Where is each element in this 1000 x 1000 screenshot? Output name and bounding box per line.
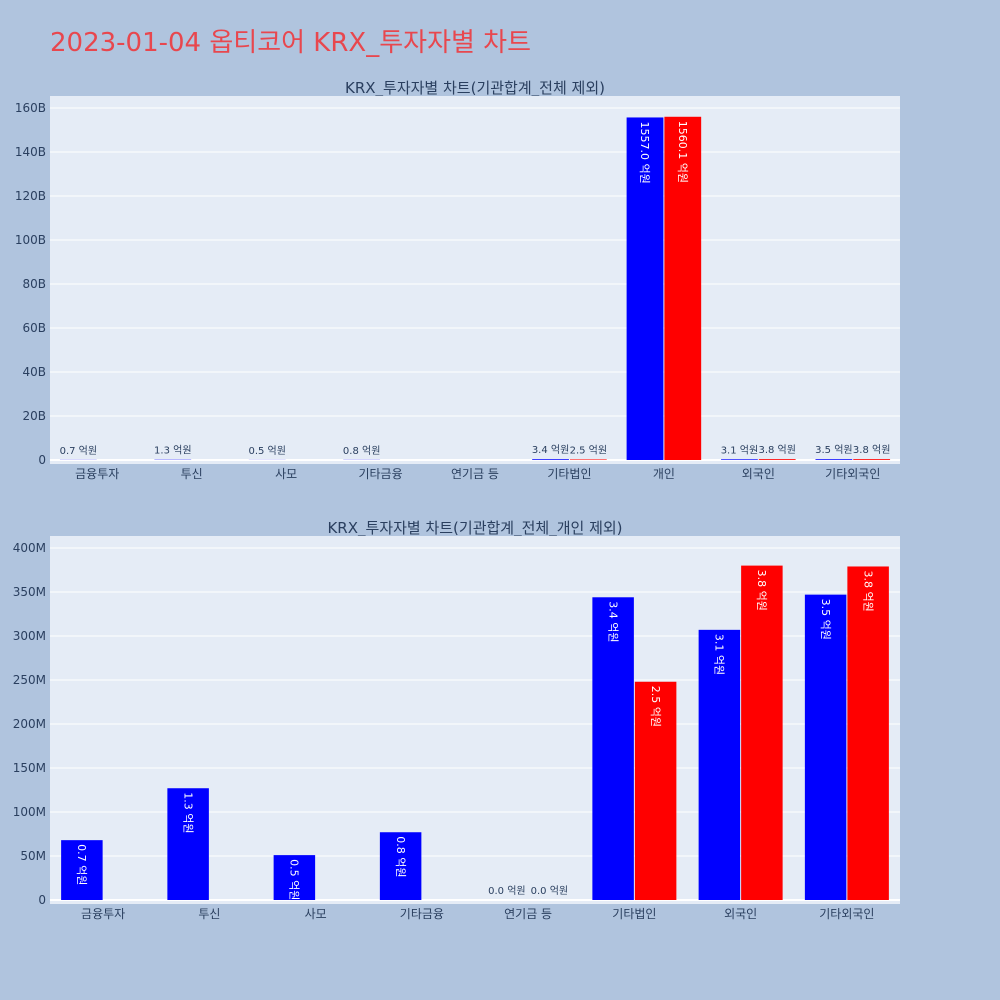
chart-1-data-label: 3.4 억원 xyxy=(532,444,569,456)
chart-1-x-tick-label: 금융투자 xyxy=(75,467,119,481)
chart-2-x-tick-label: 기타법인 xyxy=(612,907,656,921)
chart-2-data-label: 3.5 억원 xyxy=(819,599,832,640)
chart-1-data-label: 3.8 억원 xyxy=(853,444,890,456)
chart-1-x-tick-label: 외국인 xyxy=(742,467,775,481)
chart-2-y-tick-label: 100M xyxy=(13,805,46,819)
chart-2-bar xyxy=(804,594,847,900)
chart-1-y-tick-label: 160B xyxy=(15,101,46,115)
chart-2-data-label: 3.8 억원 xyxy=(755,570,768,611)
chart-1-bar xyxy=(721,459,758,460)
chart-2-y-tick-label: 0 xyxy=(38,893,46,907)
chart-2-title: KRX_투자자별 차트(기관합계_전체_개인 제외) xyxy=(327,519,622,538)
chart-2-x-tick-label: 기타금융 xyxy=(400,907,444,921)
chart-1-x-tick-label: 사모 xyxy=(275,467,297,481)
chart-2-y-tick-label: 300M xyxy=(13,629,46,643)
chart-2-data-label: 0.8 억원 xyxy=(394,836,407,877)
chart-2-data-label: 0.0 억원 xyxy=(488,885,525,897)
chart-1-x-tick-label: 기타외국인 xyxy=(825,467,880,481)
chart-1-bar xyxy=(532,459,569,460)
chart-1-x-tick-label: 투신 xyxy=(181,467,203,481)
chart-2-x-tick-label: 금융투자 xyxy=(81,907,125,921)
chart-2-data-label: 0.7 억원 xyxy=(75,844,88,885)
chart-2-y-tick-label: 200M xyxy=(13,717,46,731)
chart-2-x-tick-label: 사모 xyxy=(305,907,327,921)
chart-2-data-label: 0.5 억원 xyxy=(288,859,301,900)
chart-2-x-tick-label: 투신 xyxy=(198,907,220,921)
chart-1-bar xyxy=(853,459,891,460)
chart-2-x-tick-label: 외국인 xyxy=(724,907,757,921)
chart-1-bar xyxy=(815,459,853,460)
chart-1-y-tick-label: 80B xyxy=(22,277,46,291)
chart-2-data-label: 1.3 억원 xyxy=(181,792,194,833)
chart-1-data-label: 1560.1 억원 xyxy=(676,121,689,183)
chart-1-y-tick-label: 100B xyxy=(15,233,46,247)
chart-1-data-label: 3.1 억원 xyxy=(721,444,758,456)
chart-2-data-label: 3.4 억원 xyxy=(606,601,619,642)
chart-1-x-tick-label: 개인 xyxy=(653,467,675,481)
chart-top: KRX_투자자별 차트(기관합계_전체 제외) 0 20B 40B 60B 80B 100B… xyxy=(15,79,900,481)
chart-2-bar xyxy=(273,855,316,900)
chart-2-data-label: 3.8 억원 xyxy=(861,570,874,611)
chart-2-y-tick-label: 350M xyxy=(13,585,46,599)
chart-1-x-tick-label: 연기금 등 xyxy=(451,467,499,481)
chart-1-x-tick-label: 기타법인 xyxy=(547,467,591,481)
chart-1-x-tick-label: 기타금융 xyxy=(358,467,402,481)
chart-2-y-tick-label: 150M xyxy=(13,761,46,775)
chart-1-data-label: 3.8 억원 xyxy=(758,444,795,456)
chart-1-plot-area xyxy=(50,96,900,464)
chart-1-y-tick-label: 0 xyxy=(38,453,46,467)
chart-1-y-tick-label: 20B xyxy=(22,409,46,423)
chart-1-bar xyxy=(569,459,607,460)
chart-2-data-label: 3.1 억원 xyxy=(713,634,726,675)
chart-1-data-label: 1557.0 억원 xyxy=(638,121,651,183)
chart-2-bar xyxy=(634,681,677,900)
chart-1-bar xyxy=(758,459,796,460)
chart-2-bar xyxy=(379,832,422,900)
chart-1-bar xyxy=(664,116,702,460)
chart-2-x-tick-label: 연기금 등 xyxy=(504,907,552,921)
chart-1-data-label: 3.5 억원 xyxy=(815,444,852,456)
chart-2-y-tick-label: 400M xyxy=(13,541,46,555)
chart-1-data-label: 0.5 억원 xyxy=(248,445,285,457)
chart-2-bar xyxy=(698,629,741,900)
chart-2-data-label: 2.5 억원 xyxy=(649,686,662,727)
chart-1-y-tick-label: 120B xyxy=(15,189,46,203)
chart-1-y-tick-label: 140B xyxy=(15,145,46,159)
chart-2-bar xyxy=(592,597,634,900)
chart-1-y-tick-label: 60B xyxy=(22,321,46,335)
chart-1-data-label: 2.5 억원 xyxy=(570,444,607,456)
chart-2-bar xyxy=(61,840,103,900)
chart-2-bar xyxy=(167,788,209,900)
chart-2-data-label: 0.0 억원 xyxy=(531,885,568,897)
chart-1-data-label: 1.3 억원 xyxy=(154,445,191,457)
chart-1-bar xyxy=(626,117,664,461)
chart-1-title: KRX_투자자별 차트(기관합계_전체 제외) xyxy=(345,79,605,98)
chart-1-data-label: 0.8 억원 xyxy=(343,445,380,457)
chart-2-y-tick-label: 50M xyxy=(20,849,46,863)
chart-2-x-tick-label: 기타외국인 xyxy=(819,907,874,921)
chart-2-bar xyxy=(741,565,783,900)
chart-2-y-tick-label: 250M xyxy=(13,673,46,687)
chart-bottom: KRX_투자자별 차트(기관합계_전체_개인 제외) 0 50M 100M 150M 20… xyxy=(13,519,900,921)
page-title: 2023-01-04 옵티코어 KRX_투자자별 차트 xyxy=(50,28,532,58)
chart-2-bar xyxy=(847,566,889,900)
chart-1-y-tick-label: 40B xyxy=(22,365,46,379)
chart-1-data-label: 0.7 억원 xyxy=(60,445,97,457)
